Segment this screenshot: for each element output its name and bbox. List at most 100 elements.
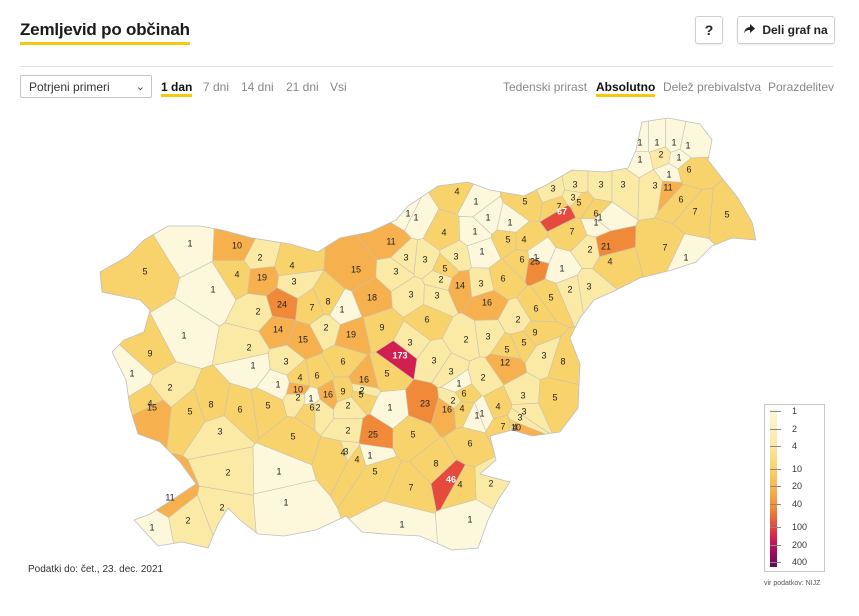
- municipality-region[interactable]: [490, 229, 517, 260]
- municipality-region[interactable]: [538, 377, 616, 459]
- legend-color-bar: [770, 409, 777, 567]
- municipality-region[interactable]: [515, 220, 549, 251]
- legend-tick: [770, 429, 781, 430]
- share-button[interactable]: Deli graf na: [737, 16, 835, 44]
- municipality-value-label: 16: [482, 297, 492, 307]
- municipality-value-label: 1: [637, 137, 642, 147]
- help-button[interactable]: ?: [695, 16, 723, 44]
- tab-mode-weekly[interactable]: Tedenski prirast: [503, 80, 588, 94]
- municipality-value-label: 2: [167, 382, 172, 392]
- municipality-region[interactable]: [510, 402, 555, 437]
- municipality-value-label: 2: [515, 314, 520, 324]
- municipality-value-label: 3: [343, 446, 348, 456]
- municipality-value-label: 7: [569, 226, 574, 236]
- municipality-value-label: 5: [552, 392, 557, 402]
- header-divider: [20, 66, 833, 67]
- data-source-note: vir podatkov: NIJZ: [764, 580, 821, 587]
- municipality-value-label: 1: [479, 408, 484, 418]
- municipality-region[interactable]: [587, 133, 613, 203]
- tab-mode-distribution[interactable]: Porazdelitev: [768, 80, 835, 94]
- municipality-value-label: 2: [567, 284, 572, 294]
- tab-period-21[interactable]: 21 dni: [286, 80, 319, 94]
- tab-period-1[interactable]: 1 dan: [161, 80, 193, 97]
- municipality-value-label: 4: [297, 372, 302, 382]
- municipality-region[interactable]: [274, 205, 329, 277]
- municipality-value-label: 3: [652, 180, 657, 190]
- municipality-value-label: 9: [379, 322, 384, 332]
- municipality-region[interactable]: [440, 368, 473, 393]
- municipality-value-label: 12: [500, 357, 510, 367]
- municipality-value-label: 5: [522, 196, 527, 206]
- municipality-value-label: 5: [290, 431, 295, 441]
- tab-mode-share[interactable]: Delež prebivalstva: [663, 80, 762, 94]
- municipality-value-label: 5: [504, 344, 509, 354]
- municipality-value-label: 4: [454, 186, 459, 196]
- municipality-value-label: 5: [724, 209, 729, 219]
- municipality-value-label: 5: [142, 266, 147, 276]
- municipality-value-label: 3: [586, 281, 591, 291]
- municipality-value-label: 11: [663, 182, 672, 192]
- municipality-value-label: 25: [368, 429, 378, 439]
- metric-select[interactable]: Potrjeni primeri ⌄: [20, 75, 152, 98]
- municipality-region[interactable]: [348, 353, 379, 389]
- municipality-value-label: 4: [512, 422, 517, 432]
- municipality-value-label: 6: [340, 356, 345, 366]
- municipality-value-label: 3: [448, 366, 453, 376]
- municipality-value-label: 1: [685, 140, 690, 150]
- municipality-value-label: 23: [420, 398, 430, 408]
- municipality-value-label: 7: [662, 242, 667, 252]
- data-date-note: Podatki do: čet., 23. dec. 2021: [28, 564, 164, 575]
- municipality-value-label: 1: [666, 169, 671, 179]
- municipality-value-label: 1: [181, 330, 186, 340]
- municipality-value-label: 2: [225, 467, 230, 477]
- municipality-region[interactable]: [434, 499, 531, 580]
- municipality-value-label: 3: [570, 192, 575, 202]
- municipality-value-label: 1: [210, 284, 215, 294]
- municipality-value-label: 6: [519, 254, 524, 264]
- legend-label: 2: [792, 424, 798, 434]
- municipality-value-label: 1: [283, 497, 288, 507]
- municipality-value-label: 2: [345, 400, 350, 410]
- tab-period-7[interactable]: 7 dni: [203, 80, 230, 94]
- municipality-value-label: 1: [474, 410, 479, 420]
- municipality-value-label: 15: [351, 264, 361, 274]
- municipality-region[interactable]: [252, 442, 317, 495]
- tab-period-14[interactable]: 14 dni: [241, 80, 274, 94]
- municipality-region[interactable]: [351, 383, 382, 398]
- tab-mode-absolute[interactable]: Absolutno: [596, 80, 656, 97]
- municipality-value-label: 1: [654, 137, 659, 147]
- municipality-value-label: 3: [407, 337, 412, 347]
- municipality-value-label: 14: [455, 280, 465, 290]
- municipality-value-label: 11: [386, 236, 395, 246]
- municipality-value-label: 2: [255, 306, 260, 316]
- municipality-value-label: 3: [393, 266, 398, 276]
- municipality-value-label: 21: [601, 241, 611, 251]
- legend-label: 4: [792, 441, 798, 451]
- municipality-value-label: 8: [433, 458, 438, 468]
- municipality-value-label: 16: [442, 404, 452, 414]
- municipality-value-label: 3: [217, 426, 222, 436]
- color-legend: 1 2 4 10 20 40 100 200 400: [764, 404, 825, 572]
- municipality-value-label: 11: [165, 492, 174, 502]
- municipality-value-label: 10: [511, 422, 521, 432]
- municipality-value-label: 4: [521, 234, 526, 244]
- tab-period-all[interactable]: Vsi: [330, 80, 347, 94]
- municipality-region[interactable]: [390, 237, 418, 275]
- municipality-value-label: 173: [392, 350, 407, 360]
- municipality-value-label: 1: [473, 196, 478, 206]
- municipality-value-label: 2: [315, 402, 320, 412]
- municipality-value-label: 5: [548, 292, 553, 302]
- legend-label: 400: [792, 557, 808, 567]
- municipality-value-label: 1: [485, 212, 490, 222]
- legend-tick: [770, 469, 781, 470]
- municipality-value-label: 1: [456, 378, 461, 388]
- legend-tick: [770, 446, 781, 447]
- municipality-value-label: 6: [593, 208, 598, 218]
- municipality-value-label: 1: [472, 226, 477, 236]
- municipality-region[interactable]: [421, 270, 453, 291]
- municipality-region[interactable]: [439, 464, 477, 510]
- legend-tick: [770, 486, 781, 487]
- municipality-value-label: 2: [345, 425, 350, 435]
- municipality-value-label: 3: [291, 276, 296, 286]
